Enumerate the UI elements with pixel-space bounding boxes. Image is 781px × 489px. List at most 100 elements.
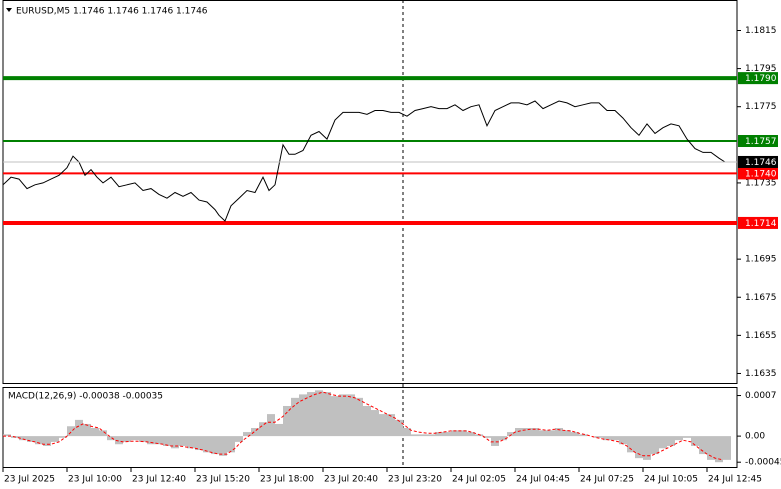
histogram-bar	[115, 436, 123, 445]
histogram-bar	[339, 394, 347, 437]
histogram-bar	[715, 436, 723, 463]
histogram-bar	[419, 434, 427, 437]
histogram-bar	[699, 436, 707, 455]
histogram-bar	[427, 434, 435, 437]
x-tick-label: 24 Jul 07:25	[580, 475, 634, 485]
y-tick-label: 0.0007	[745, 391, 777, 401]
histogram-bar	[355, 397, 363, 437]
histogram-bar	[179, 436, 187, 446]
histogram-bar	[291, 397, 299, 437]
histogram-bar	[323, 392, 331, 437]
histogram-bar	[531, 428, 539, 437]
histogram-bar	[27, 436, 35, 442]
price-label: 1.1757	[745, 137, 777, 147]
histogram-bar	[75, 419, 83, 437]
histogram-bar	[411, 434, 419, 437]
menu-arrow	[6, 8, 12, 12]
histogram-bar	[667, 436, 675, 446]
histogram-bar	[147, 436, 155, 445]
y-tick-label: 1.1675	[745, 293, 777, 303]
histogram-bar	[707, 436, 715, 460]
series-line	[2, 100, 726, 222]
price-label-box	[738, 72, 778, 85]
price-label-box	[738, 155, 778, 168]
histogram-bar	[51, 436, 59, 442]
price-frame	[2, 0, 738, 384]
histogram-bar	[403, 428, 411, 437]
price-label: 1.1714	[745, 219, 777, 229]
histogram-bar	[691, 436, 699, 446]
histogram-bar	[571, 432, 579, 437]
histogram-bar	[555, 428, 563, 437]
x-tick-label: 23 Jul 2025	[4, 475, 55, 485]
histogram-bar	[283, 405, 291, 437]
x-tick-label: 24 Jul 04:45	[516, 475, 570, 485]
histogram-bar	[67, 426, 75, 437]
histogram-bar	[163, 436, 171, 446]
y-tick-label: 1.1655	[745, 331, 777, 341]
histogram-bar	[331, 396, 339, 437]
histogram-bar	[459, 430, 467, 437]
histogram-bar	[619, 436, 627, 445]
histogram-bar	[443, 432, 451, 437]
x-tick-label: 24 Jul 10:05	[644, 475, 698, 485]
histogram-bar	[347, 394, 355, 437]
x-tick-label: 23 Jul 10:00	[68, 475, 122, 485]
price-label: 1.1790	[745, 74, 777, 84]
histogram-bar	[467, 432, 475, 437]
histogram-bar	[659, 436, 667, 449]
x-tick-label: 23 Jul 15:20	[196, 475, 250, 485]
histogram-bar	[675, 436, 683, 441]
histogram-bar	[243, 432, 251, 437]
histogram-bar	[451, 430, 459, 437]
histogram-bar	[635, 436, 643, 459]
histogram-bar	[187, 436, 195, 449]
price-label: 1.1740	[745, 169, 777, 179]
y-tick-label: 0.00	[745, 432, 765, 442]
x-tick-label: 23 Jul 20:40	[324, 475, 378, 485]
y-tick-label: 1.1635	[745, 369, 777, 379]
histogram-bar	[603, 436, 611, 441]
histogram-bar	[475, 434, 483, 437]
histogram-bar	[539, 430, 547, 437]
y-tick-label: 1.1815	[745, 26, 777, 36]
histogram-bar	[155, 436, 163, 445]
series-line	[3, 391, 724, 461]
x-tick-label: 23 Jul 18:00	[260, 475, 314, 485]
chart-title: EURUSD,M5 1.1746 1.1746 1.1746 1.1746	[16, 7, 208, 17]
histogram-bar	[123, 436, 131, 442]
histogram-bar	[523, 428, 531, 437]
histogram-bar	[83, 423, 91, 437]
histogram-bar	[267, 414, 275, 437]
y-tick-label: -0.00045	[745, 458, 781, 468]
histogram-bar	[139, 436, 147, 442]
histogram-bar	[107, 436, 115, 441]
histogram-bar	[723, 436, 731, 460]
histogram-bar	[3, 434, 11, 437]
price-label: 1.1746	[745, 158, 777, 168]
histogram-bar	[683, 436, 691, 438]
y-tick-label: 1.1795	[745, 64, 777, 74]
macd-title: MACD(12,26,9) -0.00038 -0.00035	[8, 392, 163, 402]
histogram-bar	[595, 436, 603, 438]
x-tick-label: 24 Jul 12:45	[708, 475, 762, 485]
histogram-bar	[43, 436, 51, 446]
histogram-bar	[611, 436, 619, 441]
histogram-bar	[195, 436, 203, 451]
histogram-bar	[219, 436, 227, 456]
histogram-bar	[563, 430, 571, 437]
histogram-bar	[515, 428, 523, 437]
histogram-bar	[651, 436, 659, 455]
histogram-bar	[299, 394, 307, 437]
histogram-bar	[627, 436, 635, 453]
macd-frame	[2, 387, 738, 468]
histogram-bar	[491, 436, 499, 446]
histogram-bar	[307, 392, 315, 437]
histogram-bar	[395, 419, 403, 437]
histogram-bar	[19, 436, 27, 441]
histogram-bar	[227, 436, 235, 453]
histogram-bar	[235, 436, 243, 442]
